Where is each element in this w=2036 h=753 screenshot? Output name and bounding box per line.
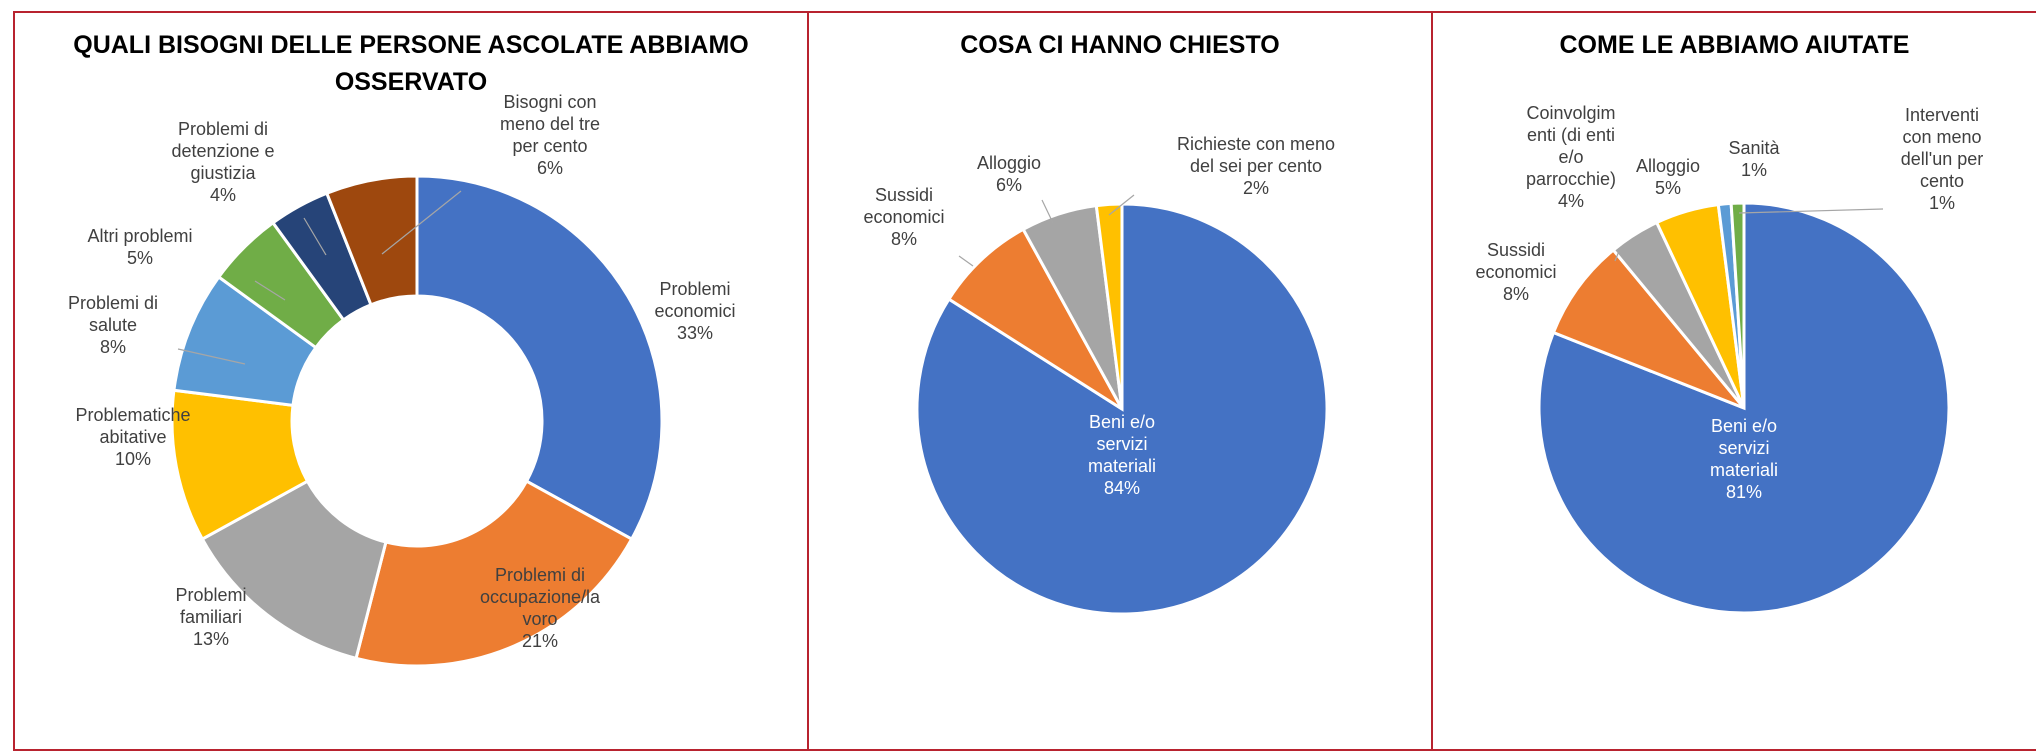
chart-title: COME LE ABBIAMO AIUTATE xyxy=(1559,31,1910,59)
slice-label: Beni e/o servizi materiali 81% xyxy=(1710,416,1778,502)
slice-label: Sussidi economici 8% xyxy=(1475,240,1556,304)
chart-title: COSA CI HANNO CHIESTO xyxy=(960,31,1280,59)
slice-label: Alloggio 5% xyxy=(1636,156,1700,198)
slice-label: Altri problemi 5% xyxy=(87,226,192,268)
leader-line xyxy=(177,348,246,365)
leader-line xyxy=(1108,194,1135,216)
chart-title: QUALI BISOGNI DELLE PERSONE ASCOLATE ABB… xyxy=(73,31,749,96)
chart-panel-requests: COSA CI HANNO CHIESTO Beni e/o servizi mat… xyxy=(807,11,1433,751)
pie-slice xyxy=(354,479,634,668)
slice-label: Problemi di occupazione/la voro 21% xyxy=(480,565,601,651)
slice-label: Bisogni con meno del tre per cento 6% xyxy=(500,92,600,178)
pie-slice xyxy=(1551,247,1746,410)
pie-slice xyxy=(946,227,1124,411)
leader-line xyxy=(1738,208,1884,214)
leader-line xyxy=(1614,250,1620,262)
leader-line xyxy=(1041,199,1054,224)
slice-label: Problemi familiari 13% xyxy=(175,585,246,649)
slice-label: Richieste con meno del sei per cento 2% xyxy=(1177,134,1335,198)
slice-label: Sanità 1% xyxy=(1728,138,1780,180)
slice-label: Interventi con meno dell'un per cento 1% xyxy=(1901,105,1984,213)
slice-label: Sussidi economici 8% xyxy=(863,185,944,249)
pie-slice xyxy=(415,174,664,542)
leader-line xyxy=(958,255,974,267)
slice-label: Beni e/o servizi materiali 84% xyxy=(1088,412,1156,498)
chart-panel-help: COME LE ABBIAMO AIUTATE Beni e/o servizi m… xyxy=(1431,11,2036,751)
donut-chart-needs: Problemi economici 33% Problemi di occupazio… xyxy=(68,92,736,668)
slice-label: Alloggio 6% xyxy=(977,153,1041,195)
pie-chart-requests: Beni e/o servizi materiali 84% Sussidi econom… xyxy=(863,134,1335,616)
pie-slice xyxy=(200,479,388,661)
slice-label: Problemi di detenzione e giustizia 4% xyxy=(171,119,274,205)
leader-line xyxy=(254,280,286,301)
slice-label: Problematiche abitative 10% xyxy=(75,405,190,469)
pie-slice xyxy=(1729,201,1746,409)
pie-slice xyxy=(324,174,419,307)
pie-chart-help: Beni e/o servizi materiali 81% Sussidi econom… xyxy=(1475,103,1984,615)
leader-line xyxy=(381,190,462,255)
slice-label: Problemi di salute 8% xyxy=(68,293,158,357)
leader-line xyxy=(303,217,327,256)
slice-label: Problemi economici 33% xyxy=(654,279,735,343)
slice-label: Coinvolgim enti (di enti e/o parrocchie) 4% xyxy=(1526,103,1616,211)
chart-panel-needs: QUALI BISOGNI DELLE PERSONE ASCOLATE ABB… xyxy=(13,11,809,751)
